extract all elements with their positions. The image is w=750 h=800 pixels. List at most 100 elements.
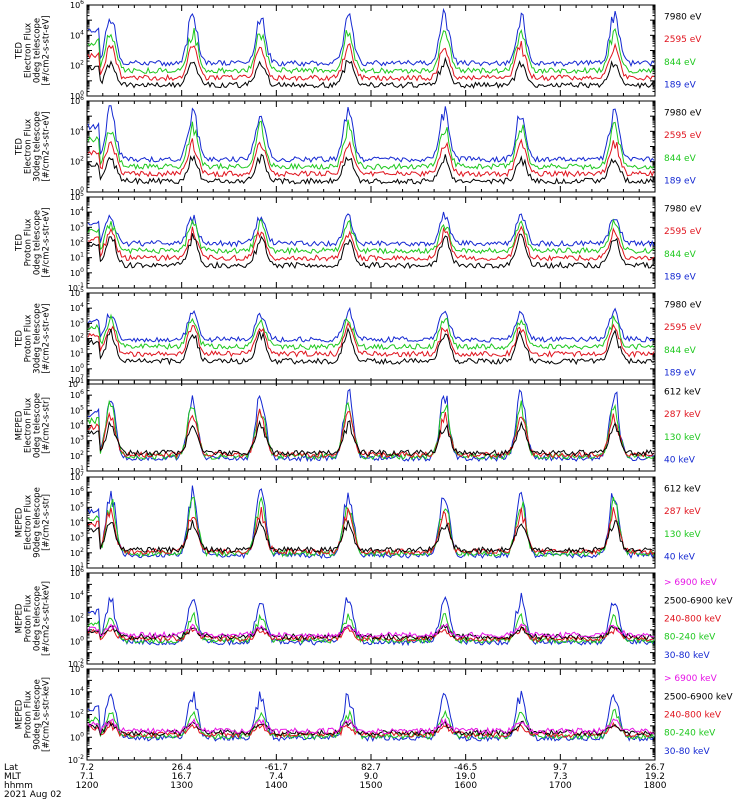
legend-entry: 844 eV xyxy=(664,58,697,68)
hhmm-tick-label: 1700 xyxy=(549,781,572,791)
y-tick-label: 102 xyxy=(70,450,84,461)
legend-entry: 2500-6900 keV xyxy=(664,596,733,606)
legend-entry: > 6900 keV xyxy=(664,674,718,684)
y-tick-label: 100 xyxy=(70,363,84,374)
legend-entry: 2500-6900 keV xyxy=(664,692,733,702)
y-tick-label: 104 xyxy=(70,125,84,136)
panel-frame xyxy=(86,196,656,289)
series-trace xyxy=(87,225,655,262)
y-tick-label: 102 xyxy=(70,709,84,720)
y-tick-label: 104 xyxy=(70,517,84,528)
y-tick-label: 102 xyxy=(70,237,84,248)
y-tick-label: 100 xyxy=(70,186,84,197)
y-tick-label: 105 xyxy=(70,501,84,512)
legend-entry: 287 keV xyxy=(664,410,701,420)
panel-4: 10-1 100 101 102 103 104 105 TEDProton Flux30de… xyxy=(15,287,703,389)
series-trace xyxy=(87,306,655,344)
series-trace xyxy=(87,138,655,178)
series-trace xyxy=(87,211,655,248)
y-tick-label: 103 xyxy=(70,317,84,328)
y-tick-label: 102 xyxy=(70,547,84,558)
series-trace xyxy=(87,119,655,171)
legend-entry: 189 eV xyxy=(664,369,697,379)
panel-frame xyxy=(86,100,656,193)
legend-entry: 287 keV xyxy=(664,507,701,517)
panel-frame xyxy=(86,572,656,665)
legend-entry: 2595 eV xyxy=(664,323,702,333)
hhmm-tick-label: 1500 xyxy=(360,781,383,791)
panel-1: 100 102 104 106 TEDElectron Flux0deg telesco… xyxy=(15,0,703,101)
y-tick-label: 107 xyxy=(70,374,84,385)
y-tick-label: 10-2 xyxy=(68,658,84,669)
legend-entry: 30-80 keV xyxy=(664,651,710,661)
date-label: 2021 Aug 02 xyxy=(4,790,62,800)
y-tick-label: 104 xyxy=(70,590,84,601)
mlt-tick-label: 7.1 xyxy=(80,772,94,782)
panel-3: 10-1 100 101 102 103 104 105 TEDProton Flux0deg… xyxy=(15,191,703,293)
lat-tick-label: 9.7 xyxy=(553,763,567,773)
y-tick-label: 104 xyxy=(70,29,84,40)
legend-entry: 189 eV xyxy=(664,81,697,91)
legend-entry: 240-800 keV xyxy=(664,711,722,721)
series-trace xyxy=(87,622,655,639)
y-tick-label: 10-2 xyxy=(68,754,84,765)
legend-entry: 2595 eV xyxy=(664,131,702,141)
panel-2: 100 102 104 106 TEDElectron Flux30deg telesc… xyxy=(15,95,703,197)
mlt-tick-label: 7.3 xyxy=(553,772,567,782)
legend-entry: 2595 eV xyxy=(664,35,702,45)
series-trace xyxy=(87,419,655,457)
mlt-tick-label: 7.4 xyxy=(269,772,284,782)
y-tick-label: 103 xyxy=(70,221,84,232)
lat-tick-label: 26.7 xyxy=(645,763,665,773)
lat-row-label: Lat xyxy=(4,763,19,773)
series-trace xyxy=(87,233,655,270)
y-axis-label: TEDElectron Flux30deg telescope[#/cm2-s-… xyxy=(15,111,52,182)
legend-entry: 612 keV xyxy=(664,387,701,397)
legend-entry: 30-80 keV xyxy=(664,747,710,757)
panel-8: 10-2 100 102 104 106 MEPEDProton Flux90deg te… xyxy=(15,663,734,765)
legend-entry: 40 keV xyxy=(664,553,696,563)
y-tick-label: 101 xyxy=(70,252,84,263)
series-trace xyxy=(87,623,655,641)
y-axis-label: MEPEDProton Flux0deg telescope[#/cm2-s-s… xyxy=(15,581,52,656)
mlt-row-label: MLT xyxy=(4,772,22,782)
y-tick-label: 106 xyxy=(70,0,84,10)
y-tick-label: 10-1 xyxy=(68,282,84,293)
panel-6: 101 102 103 104 105 106 107 MEPEDElectron Flux9… xyxy=(15,471,702,573)
y-tick-label: 101 xyxy=(70,465,84,476)
y-axis-label: MEPEDElectron Flux0deg telescope[#/cm2-s… xyxy=(15,393,52,458)
lat-tick-label: 7.2 xyxy=(80,763,94,773)
legend-entry: 7980 eV xyxy=(664,12,702,22)
y-tick-label: 102 xyxy=(70,613,84,624)
hhmm-tick-label: 1200 xyxy=(76,781,99,791)
y-tick-label: 105 xyxy=(70,287,84,298)
legend-entry: 189 eV xyxy=(664,177,697,187)
legend-entry: 240-800 keV xyxy=(664,615,722,625)
mlt-tick-label: 19.0 xyxy=(456,772,476,782)
y-tick-label: 102 xyxy=(70,156,84,167)
y-tick-label: 104 xyxy=(70,686,84,697)
y-tick-label: 100 xyxy=(70,731,84,742)
legend-entry: 844 eV xyxy=(664,154,697,164)
y-axis-label: MEPEDElectron Flux90deg telescope[#/cm2-… xyxy=(15,487,52,558)
legend-entry: 40 keV xyxy=(664,456,696,466)
lat-tick-label: 82.7 xyxy=(361,763,381,773)
y-axis-label: TEDProton Flux30deg telescope[#/cm2-s-st… xyxy=(15,303,52,374)
series-trace xyxy=(87,327,654,366)
hhmm-tick-label: 1600 xyxy=(454,781,477,791)
y-tick-label: 104 xyxy=(70,420,84,431)
legend-entry: 130 keV xyxy=(664,530,701,540)
series-trace xyxy=(87,313,655,351)
y-tick-label: 102 xyxy=(70,333,84,344)
y-tick-label: 105 xyxy=(70,404,84,415)
legend-entry: 7980 eV xyxy=(664,204,702,214)
lat-tick-label: -61.7 xyxy=(265,763,288,773)
mlt-tick-label: 19.2 xyxy=(645,772,665,782)
y-tick-label: 106 xyxy=(70,95,84,106)
legend-entry: 844 eV xyxy=(664,250,697,260)
y-tick-label: 101 xyxy=(70,348,84,359)
panel-7: 10-2 100 102 104 106 MEPEDProton Flux0deg tel… xyxy=(15,567,734,669)
y-axis-label: MEPEDProton Flux90deg telescope[#/cm2-s-… xyxy=(15,677,52,752)
legend-entry: > 6900 keV xyxy=(664,578,718,588)
